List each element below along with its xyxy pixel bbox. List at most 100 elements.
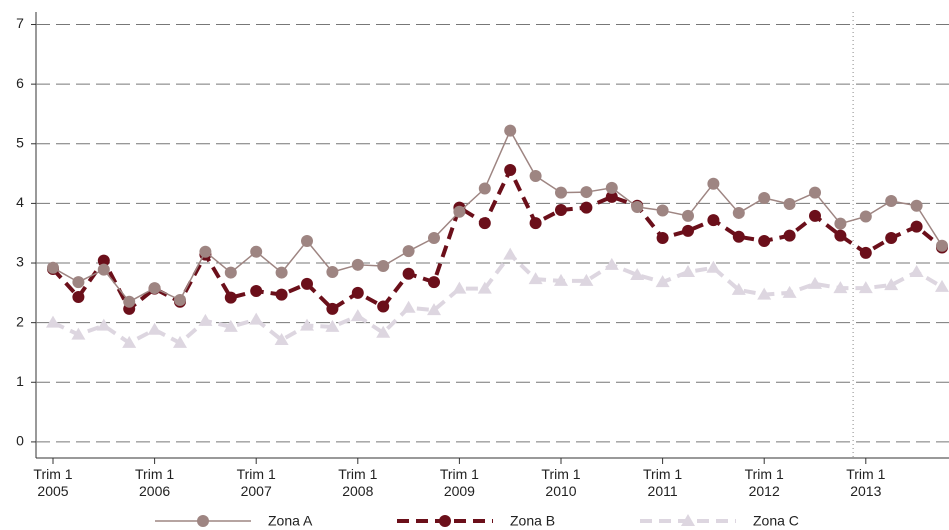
legend-label: Zona A (268, 513, 313, 529)
x-tick-label: Trim 1 2011 (643, 466, 683, 499)
point (350, 309, 365, 322)
point (909, 264, 924, 277)
point (122, 335, 137, 348)
point (605, 190, 618, 203)
point (783, 197, 796, 210)
point (148, 282, 161, 295)
point (275, 266, 288, 279)
point (655, 275, 670, 288)
point (250, 245, 263, 258)
point (681, 264, 695, 277)
point (580, 186, 593, 199)
point (301, 234, 313, 247)
point (325, 319, 340, 332)
point (224, 266, 237, 279)
point (71, 327, 86, 340)
x-tick-label: Trim 1 2010 (541, 466, 581, 499)
point (935, 279, 949, 292)
point (173, 335, 187, 348)
point (809, 186, 821, 199)
x-tick-label: Trim 1 2006 (135, 466, 175, 499)
point (604, 257, 619, 270)
point (401, 300, 416, 313)
point (453, 205, 466, 218)
point (656, 231, 669, 244)
legend-marker (439, 515, 451, 527)
point (682, 209, 694, 222)
point (377, 260, 390, 273)
point (402, 267, 415, 280)
point (351, 258, 364, 271)
point (46, 315, 60, 328)
y-tick-label: 6 (16, 75, 24, 91)
legend-marker (681, 514, 695, 526)
point (351, 286, 364, 299)
point (402, 245, 415, 258)
point (758, 192, 771, 205)
point (274, 332, 289, 345)
y-tick-label: 4 (16, 194, 24, 210)
point (477, 281, 492, 294)
point (174, 293, 186, 306)
point (250, 285, 263, 298)
point (326, 302, 339, 315)
point (554, 273, 568, 286)
point (731, 282, 746, 295)
point (199, 245, 212, 258)
point (555, 203, 567, 216)
point (478, 217, 491, 230)
point (859, 246, 872, 259)
legend-label: Zona C (753, 513, 799, 529)
point (47, 261, 59, 274)
point (706, 260, 721, 273)
x-tick-label: Trim 1 2008 (338, 466, 378, 499)
point (96, 318, 111, 331)
y-tick-label: 7 (16, 15, 24, 31)
point (834, 229, 847, 242)
x-tick-label: Trim 1 2012 (744, 466, 784, 499)
point (528, 272, 543, 285)
point (478, 182, 491, 195)
point (782, 285, 797, 298)
point (859, 210, 872, 223)
point (707, 177, 720, 190)
point (376, 325, 391, 338)
point (428, 231, 440, 244)
point (757, 287, 772, 300)
point (504, 124, 517, 137)
point (631, 200, 644, 213)
point (783, 229, 796, 242)
point (858, 281, 873, 294)
point (579, 273, 594, 286)
point (885, 195, 898, 208)
point (808, 276, 822, 289)
point (682, 224, 694, 237)
point (503, 247, 518, 260)
point (885, 231, 898, 244)
point (809, 209, 821, 222)
point (300, 318, 314, 331)
point (834, 217, 847, 230)
legend-label: Zona B (510, 513, 555, 529)
point (580, 201, 593, 214)
point (224, 291, 237, 304)
point (910, 220, 923, 233)
point (72, 291, 85, 304)
series-line (52, 252, 944, 345)
point (326, 265, 339, 278)
point (936, 239, 948, 252)
point (529, 217, 542, 230)
y-tick-label: 2 (16, 313, 24, 329)
point (910, 199, 923, 212)
point (123, 295, 136, 308)
point (97, 263, 110, 276)
point (301, 277, 313, 290)
x-tick-label: Trim 1 2005 (33, 466, 73, 499)
point (72, 276, 85, 289)
y-tick-label: 0 (16, 433, 24, 449)
y-tick-label: 3 (16, 254, 24, 270)
point (732, 230, 745, 243)
y-tick-label: 1 (16, 373, 24, 389)
point (884, 278, 899, 291)
y-tick-label: 5 (16, 134, 24, 150)
